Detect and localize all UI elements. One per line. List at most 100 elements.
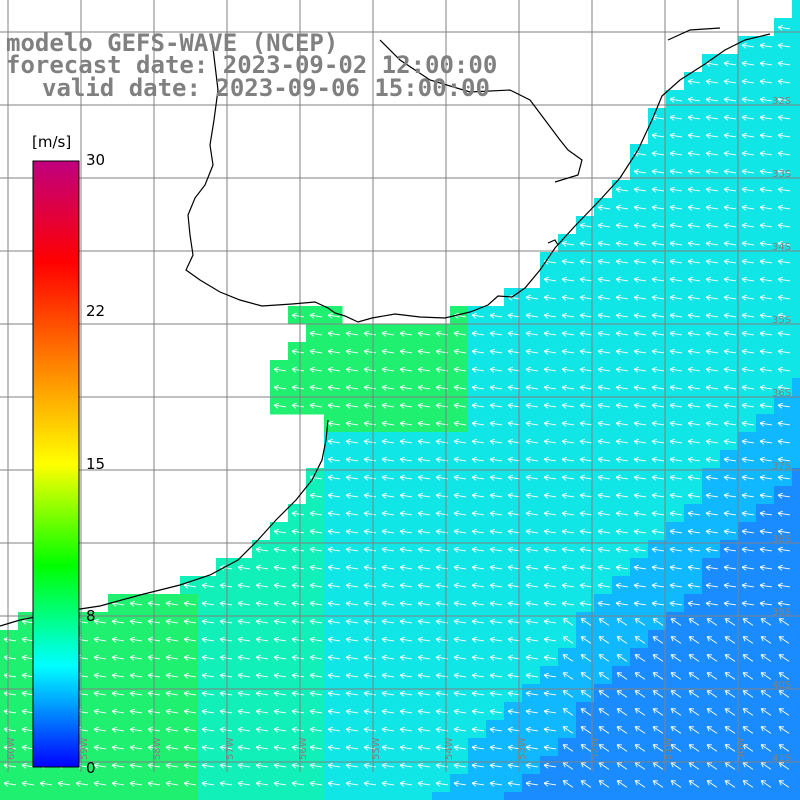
speed-cell	[522, 360, 541, 379]
speed-cell	[756, 468, 775, 487]
speed-cell	[234, 720, 253, 739]
speed-cell	[612, 792, 631, 800]
wind-arrow	[741, 366, 755, 373]
wind-arrow	[381, 636, 395, 643]
wind-arrow	[760, 690, 772, 698]
speed-cell	[144, 648, 163, 667]
wind-arrow	[309, 510, 323, 517]
wind-arrow	[741, 330, 755, 337]
speed-cell	[216, 630, 235, 649]
wind-arrow	[615, 186, 629, 193]
wind-arrow	[543, 618, 557, 625]
wind-arrow	[507, 366, 521, 373]
speed-cell	[774, 270, 793, 289]
wind-arrow	[291, 708, 305, 715]
wind-arrow	[597, 546, 611, 553]
colorbar	[32, 160, 80, 768]
speed-cell	[792, 162, 800, 181]
speed-cell	[540, 450, 559, 469]
wind-arrow	[255, 762, 269, 769]
wind-arrow	[489, 420, 503, 427]
speed-cell	[342, 378, 361, 397]
speed-cell	[306, 396, 325, 415]
wind-arrow	[598, 636, 610, 644]
speed-cell	[270, 396, 289, 415]
wind-arrow	[309, 618, 323, 625]
wind-arrow	[741, 546, 755, 553]
speed-cell	[252, 720, 271, 739]
wind-arrow	[399, 744, 413, 751]
speed-cell	[216, 612, 235, 631]
wind-arrow	[273, 726, 287, 733]
wind-arrow	[777, 78, 791, 85]
speed-cell	[558, 450, 577, 469]
speed-cell	[468, 432, 487, 451]
wind-arrow	[778, 654, 790, 662]
wind-arrow	[687, 582, 701, 589]
speed-cell	[648, 126, 667, 145]
wind-arrow	[345, 492, 359, 499]
speed-cell	[378, 612, 397, 631]
wind-arrow	[21, 708, 34, 715]
speed-cell	[720, 594, 739, 613]
wind-arrow	[543, 402, 557, 409]
wind-arrow	[615, 240, 629, 247]
wind-arrow	[723, 60, 737, 67]
wind-arrow	[525, 330, 539, 337]
speed-cell	[504, 288, 523, 307]
speed-cell	[540, 756, 559, 775]
speed-cell	[630, 522, 649, 541]
speed-cell	[342, 756, 361, 775]
wind-arrow	[741, 276, 755, 283]
wind-arrow	[723, 168, 737, 175]
wind-arrow	[759, 294, 773, 301]
speed-cell	[738, 108, 757, 127]
wind-arrow	[615, 330, 629, 337]
wind-arrow	[111, 654, 125, 661]
speed-cell	[666, 342, 685, 361]
speed-cell	[756, 216, 775, 235]
wind-arrow	[598, 690, 610, 698]
speed-cell	[450, 684, 469, 703]
speed-cell	[756, 108, 775, 127]
speed-cell	[720, 432, 739, 451]
wind-arrow	[507, 618, 521, 625]
speed-cell	[522, 306, 541, 325]
speed-cell	[594, 360, 613, 379]
speed-cell	[288, 396, 307, 415]
speed-cell	[126, 612, 145, 631]
wind-arrow	[616, 726, 628, 734]
speed-cell	[792, 270, 800, 289]
speed-cell	[432, 396, 451, 415]
speed-cell	[630, 180, 649, 199]
speed-cell	[774, 54, 793, 73]
wind-arrow	[93, 654, 107, 661]
wind-arrow	[687, 564, 701, 571]
wind-arrow	[381, 744, 395, 751]
wind-arrow	[237, 618, 251, 625]
speed-cell	[450, 504, 469, 523]
speed-cell	[396, 360, 415, 379]
speed-cell	[684, 522, 703, 541]
speed-cell	[378, 342, 397, 361]
wind-arrow	[651, 474, 665, 481]
speed-cell	[414, 360, 433, 379]
speed-cell	[684, 432, 703, 451]
speed-cell	[522, 324, 541, 343]
wind-arrow	[345, 762, 359, 769]
speed-cell	[396, 432, 415, 451]
speed-cell	[522, 414, 541, 433]
speed-cell	[720, 342, 739, 361]
speed-cell	[756, 324, 775, 343]
speed-cell	[216, 702, 235, 721]
wind-arrow	[669, 258, 683, 265]
wind-arrow	[489, 546, 503, 553]
wind-arrow	[21, 618, 34, 625]
wind-arrow	[670, 636, 682, 644]
speed-cell	[414, 450, 433, 469]
wind-arrow	[561, 546, 575, 553]
speed-cell	[180, 720, 199, 739]
wind-arrow	[363, 510, 377, 517]
speed-cell	[450, 360, 469, 379]
speed-cell	[90, 648, 109, 667]
